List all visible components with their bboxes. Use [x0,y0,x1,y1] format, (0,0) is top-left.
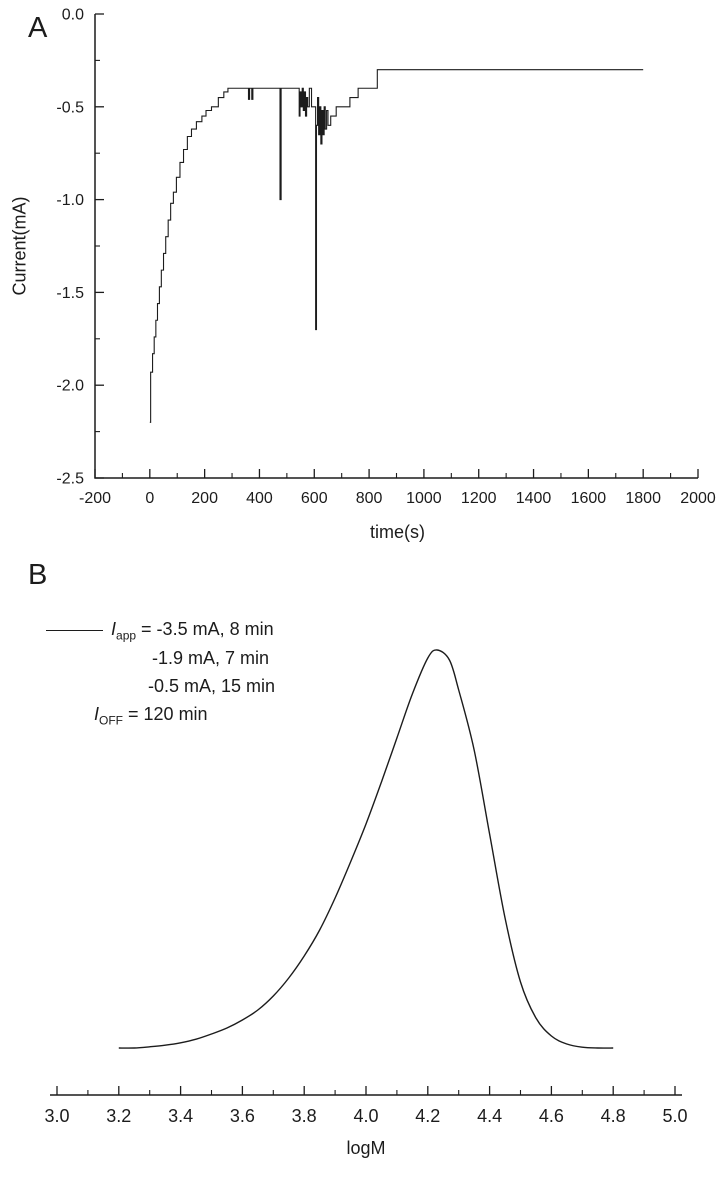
svg-text:4.8: 4.8 [601,1106,626,1126]
legend-entry-ioff: IOFF = 120 min [94,704,208,728]
svg-text:1800: 1800 [625,490,661,507]
legend-subscript-app: app [116,628,137,643]
svg-text:2000: 2000 [680,490,716,507]
legend-entry-iapp: Iapp = -3.5 mA, 8 min [46,619,274,643]
svg-text:3.8: 3.8 [292,1106,317,1126]
svg-text:-2.0: -2.0 [56,378,84,395]
legend-text-iapp: = -3.5 mA, 8 min [136,619,274,639]
svg-text:800: 800 [356,490,383,507]
panel-a-label: A [28,12,48,44]
svg-text:3.4: 3.4 [168,1106,193,1126]
panel-a-current-vs-time-plot: -200 0 200 400 600 800 1000 1200 1400 1600 1800 200… [56,7,716,508]
legend-variable-iapp: I [111,619,117,639]
svg-text:4.6: 4.6 [539,1106,564,1126]
svg-text:400: 400 [246,490,273,507]
svg-text:4.4: 4.4 [477,1106,502,1126]
svg-text:-0.5: -0.5 [56,99,84,116]
svg-text:600: 600 [301,490,328,507]
svg-text:4.2: 4.2 [415,1106,440,1126]
x-axis-label-time: time(s) [370,522,425,542]
x-axis-label-logm: logM [346,1138,386,1158]
svg-text:-200: -200 [79,490,111,507]
legend-text-step2: -1.9 mA, 7 min [152,648,270,668]
svg-text:200: 200 [191,490,218,507]
panel-a: A Current(mA) -200 0 200 400 600 800 1000 1200 1… [0,0,725,555]
svg-text:1200: 1200 [461,490,497,507]
svg-text:4.0: 4.0 [353,1106,378,1126]
svg-text:-1.5: -1.5 [56,285,84,302]
legend-variable-ioff: I [94,704,100,724]
svg-text:0.0: 0.0 [62,7,84,24]
panel-b: B Iapp = -3.5 mA, 8 min -1.9 mA, 7 min -… [0,555,725,1183]
legend-subscript-off: OFF [99,713,124,728]
svg-text:3.6: 3.6 [230,1106,255,1126]
svg-text:1000: 1000 [406,490,442,507]
svg-text:3.0: 3.0 [44,1106,69,1126]
svg-text:-2.5: -2.5 [56,471,84,488]
svg-text:-1.0: -1.0 [56,192,84,209]
svg-text:5.0: 5.0 [662,1106,687,1126]
svg-text:1400: 1400 [516,490,552,507]
legend-entry-step2: -1.9 mA, 7 min [152,648,269,669]
legend-text-step3: -0.5 mA, 15 min [148,676,276,696]
panel-b-label: B [28,559,48,591]
legend-entry-step3: -0.5 mA, 15 min [148,676,275,697]
legend-line-icon [46,629,103,631]
svg-text:0: 0 [145,490,154,507]
panel-b-molecular-weight-distribution-plot: 3.0 3.2 3.4 3.6 3.8 4.0 4.2 4.4 4.6 4.8 5.0 [44,649,688,1126]
legend-text-ioff: = 120 min [123,704,208,724]
svg-text:1600: 1600 [571,490,607,507]
svg-text:3.2: 3.2 [106,1106,131,1126]
